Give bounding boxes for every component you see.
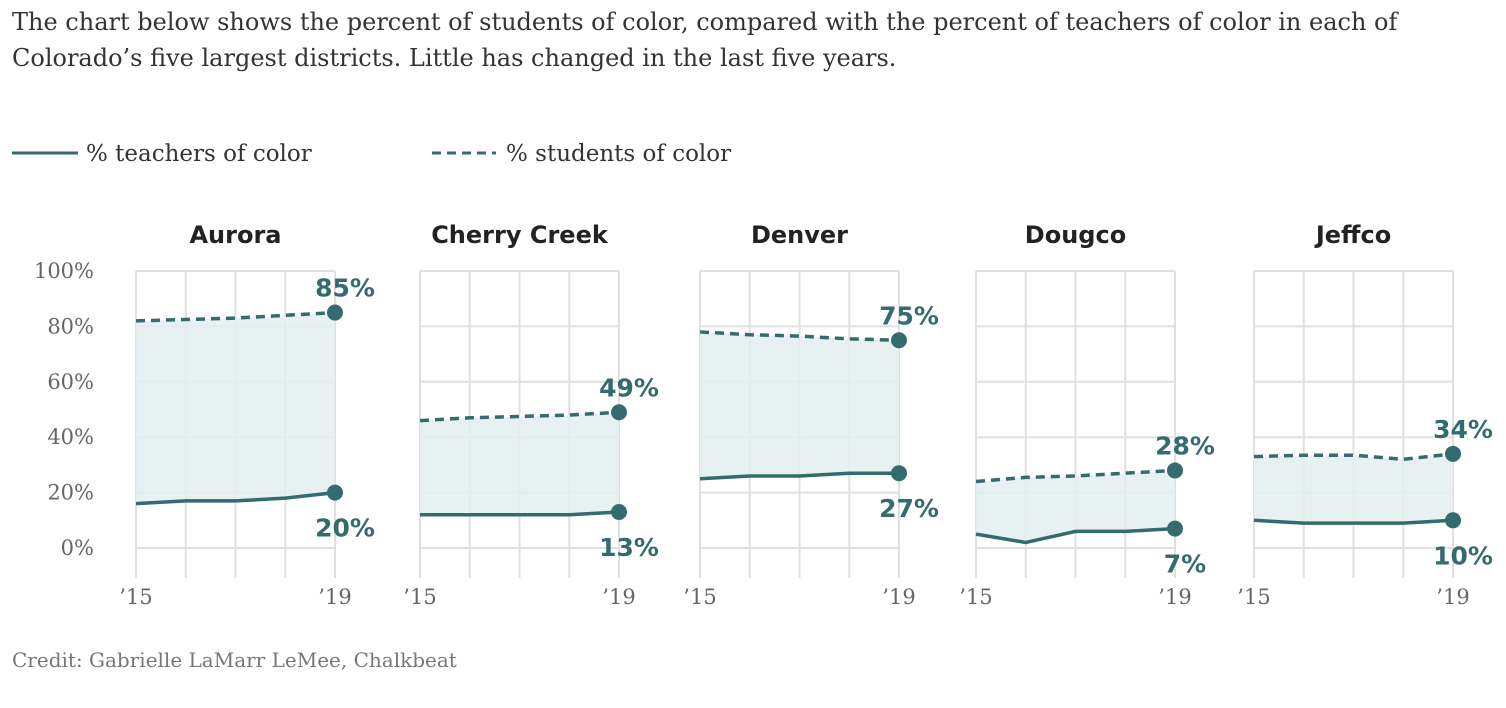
students-end-point [1167,462,1183,479]
panel-aurora: Aurora 85% 20% ’15 ’19 [119,221,375,609]
legend-students-label: % students of color [506,141,731,167]
x-tick-label-start: ’15 [119,585,152,609]
teachers-value-label: 7% [1164,550,1206,579]
panel-cherry-creek: Cherry Creek 49% 13% ’15 ’19 [403,221,659,609]
teachers-line [135,490,336,506]
y-tick-label: 60% [47,370,94,394]
legend-teachers-label: % teachers of color [86,141,312,167]
x-tick-label-start: ’15 [683,585,716,609]
x-tick-label-end: ’19 [1158,585,1191,609]
panel-title: Jeffco [1314,221,1391,249]
teachers-line [420,510,620,517]
teachers-line [1253,518,1454,525]
y-tick-label: 20% [47,481,94,505]
y-tick-label: 40% [47,425,94,449]
students-line [975,468,1176,484]
teachers-end-point [611,503,627,520]
teachers-end-point [1167,520,1183,537]
legend: % teachers of color % students of color [12,141,731,167]
students-line [135,310,336,323]
students-line [699,330,900,342]
students-end-point [891,332,907,349]
teachers-value-label: 27% [879,494,939,523]
teachers-end-point [1445,512,1461,529]
teachers-value-label: 10% [1433,541,1493,570]
y-tick-label: 100% [34,259,94,283]
credit-line: Credit: Gabrielle LaMarr LeMee, Chalkbea… [12,648,457,672]
students-value-label: 75% [879,301,939,330]
x-tick-label-end: ’19 [318,585,351,609]
y-tick-label: 0% [61,536,94,560]
y-tick-label: 80% [47,314,94,338]
panel-title: Cherry Creek [431,221,609,249]
panel-dougco: Dougco 28% 7% ’15 ’19 [959,221,1215,609]
panel-title: Denver [751,221,848,249]
y-axis: 0% 20% 40% 60% 80% 100% [34,259,94,560]
gap-area [976,470,1175,543]
students-value-label: 28% [1155,431,1215,460]
x-tick-label-end: ’19 [882,585,915,609]
x-tick-label-start: ’15 [403,585,436,609]
teachers-value-label: 13% [599,533,659,562]
panel-denver: Denver 75% 27% ’15 ’19 [683,221,939,609]
x-tick-label-end: ’19 [602,585,635,609]
teachers-end-point [891,465,907,482]
panel-jeffco: Jeffco 34% 10% ’15 ’19 [1237,221,1493,609]
panel-title: Aurora [189,221,281,249]
intro-text: The chart below shows the percent of stu… [12,8,1398,72]
students-value-label: 85% [315,274,375,303]
students-line [419,410,620,423]
gap-area [136,312,335,504]
students-end-point [1445,445,1461,462]
students-end-point [327,304,343,321]
x-tick-label-end: ’19 [1436,585,1469,609]
gap-area [1254,453,1453,524]
panels: Aurora 85% 20% ’15 ’19 Cherry Creek 49% 13% ’15 ’… [119,221,1493,609]
x-tick-label-start: ’15 [1237,585,1270,609]
teachers-end-point [327,484,343,501]
gap-area [420,412,619,515]
x-tick-label-start: ’15 [959,585,992,609]
teachers-value-label: 20% [315,514,375,543]
teachers-line [699,471,899,481]
students-value-label: 34% [1433,415,1493,444]
gap-area [700,331,899,479]
students-end-point [611,404,627,421]
teachers-line [975,526,1176,545]
panel-title: Dougco [1025,221,1126,249]
students-line [1253,452,1454,462]
students-value-label: 49% [599,373,659,402]
